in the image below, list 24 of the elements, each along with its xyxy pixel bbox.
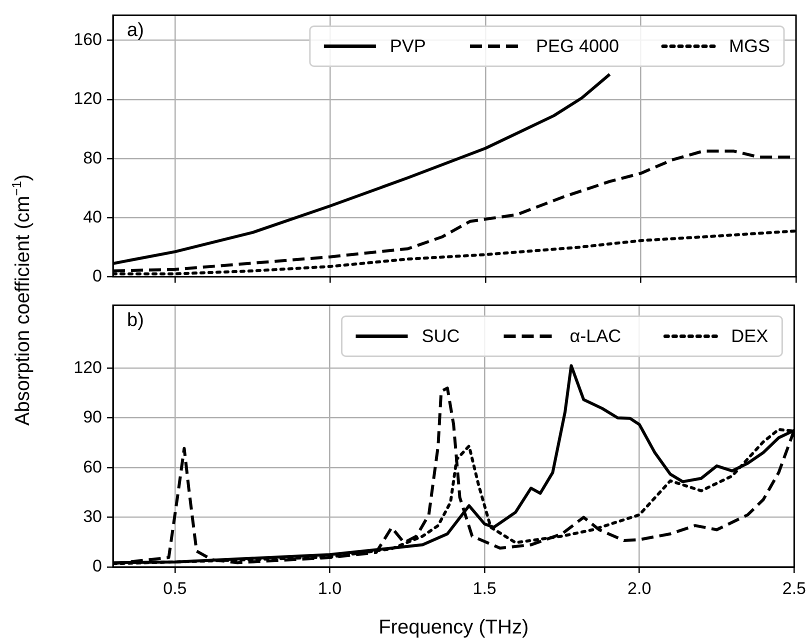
annotation: b) (127, 310, 144, 331)
legend-label: PVP (390, 36, 426, 56)
y-tick-label: 120 (74, 89, 102, 108)
y-tick-label: 80 (83, 148, 102, 168)
y-tick-label: 30 (83, 506, 102, 526)
legend-label: α-LAC (570, 326, 622, 346)
y-tick-label: 0 (92, 556, 102, 576)
y-tick-label: 0 (92, 266, 102, 286)
y-tick-label: 40 (83, 207, 102, 226)
x-tick-label: 0.5 (163, 578, 187, 598)
x-tick-label: 2.0 (628, 578, 652, 598)
y-tick-label: 90 (83, 408, 102, 427)
y-tick-label: 120 (74, 358, 102, 377)
x-tick-label: 2.5 (782, 578, 806, 598)
legend-label: MGS (729, 36, 770, 56)
legend-label: SUC (422, 326, 460, 346)
annotation: a) (127, 20, 144, 41)
legend-label: PEG 4000 (536, 36, 620, 56)
y-tick-label: 60 (83, 457, 102, 476)
x-tick-label: 1.5 (472, 578, 496, 598)
legend-label: DEX (731, 326, 768, 346)
x-tick-label: 1.0 (318, 578, 342, 598)
x-axis-title: Frequency (THz) (378, 616, 529, 639)
y-tick-label: 160 (74, 30, 102, 50)
